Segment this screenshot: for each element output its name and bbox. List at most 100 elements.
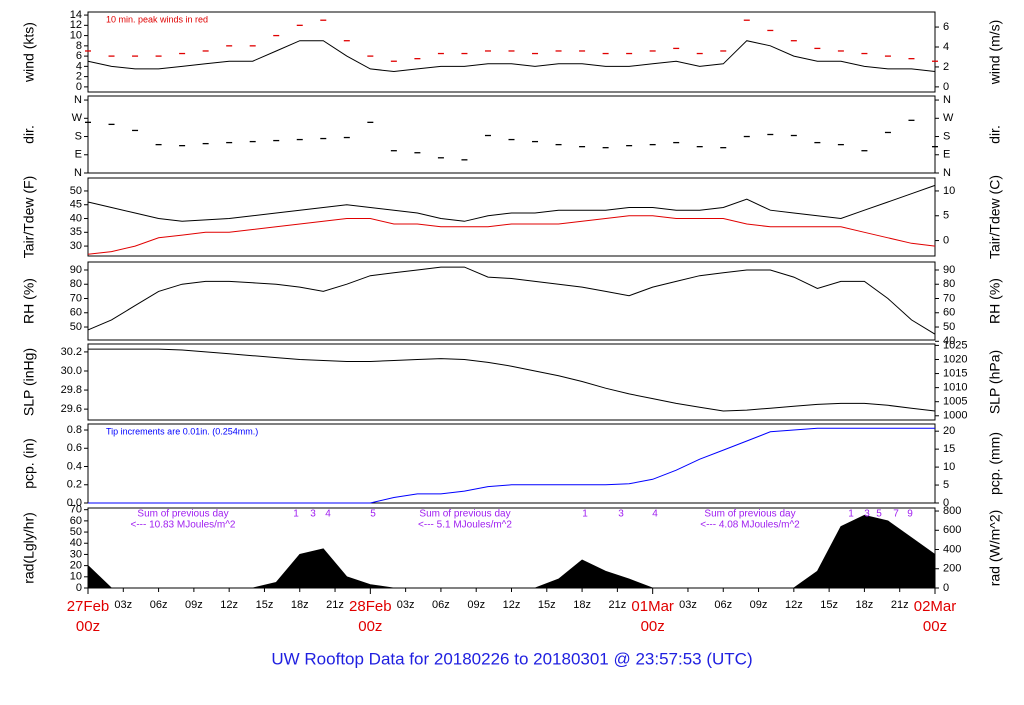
y-tick-label: 40	[70, 212, 82, 224]
annotation: Tip increments are 0.01in. (0.254mm.)	[106, 426, 258, 436]
y2-tick-label: N	[943, 167, 951, 179]
hour-marker: 3	[310, 509, 316, 520]
y2-tick-label: 1015	[943, 367, 967, 379]
y-tick-label: 0.0	[67, 497, 82, 509]
annotation: 10 min. peak winds in red	[106, 14, 208, 24]
panel-frame	[87, 423, 936, 504]
line	[88, 348, 936, 412]
y-tick-label: 0.8	[67, 424, 82, 436]
y2-tick-label: 1020	[943, 353, 967, 365]
y-tick-label: 60	[70, 515, 82, 527]
panel-frame	[87, 177, 936, 257]
hour-marker: 3	[864, 509, 870, 520]
y-tick-label: 45	[70, 199, 82, 211]
y2-axis-label: rad (W/m^2)	[987, 510, 1003, 587]
x-tick-label: 18z	[856, 599, 874, 611]
x-tick-label: 12z	[785, 599, 803, 611]
y2-tick-label: 40	[943, 335, 955, 347]
hour-marker: 5	[876, 509, 882, 520]
y-tick-label: 50	[70, 185, 82, 197]
y2-tick-label: 800	[943, 505, 961, 517]
hour-marker: 1	[848, 509, 854, 520]
y2-tick-label: 1000	[943, 410, 967, 422]
x-day-label: 27Feb	[67, 598, 110, 615]
x-tick-label: 21z	[609, 599, 627, 611]
x-day-label: 28Feb	[349, 598, 392, 615]
y-axis-label: RH (%)	[21, 278, 37, 324]
y2-tick-label: 0	[943, 497, 949, 509]
y2-tick-label: 90	[943, 264, 955, 276]
y-axis-label: Tair/Tdew (F)	[21, 176, 37, 258]
y-tick-label: 40	[70, 537, 82, 549]
y-tick-label: 4	[76, 60, 82, 72]
chart-title: UW Rooftop Data for 20180226 to 20180301…	[271, 649, 752, 668]
x-tick-label: 09z	[750, 599, 768, 611]
hour-marker: 1	[582, 509, 588, 520]
y-axis-label: dir.	[21, 125, 37, 144]
y2-axis-label: pcp. (mm)	[987, 432, 1003, 495]
y-tick-label: 14	[70, 9, 82, 21]
x-day-hour: 00z	[358, 618, 382, 635]
y-tick-label: 6	[76, 50, 82, 62]
y-tick-label: S	[75, 130, 82, 142]
x-tick-label: 18z	[573, 599, 591, 611]
panel-frame	[87, 343, 936, 421]
hour-marker: 4	[652, 509, 658, 520]
y-tick-label: 30	[70, 240, 82, 252]
x-tick-label: 12z	[220, 599, 238, 611]
note: Sum of previous day	[419, 509, 510, 520]
y-axis-label: pcp. (in)	[21, 438, 37, 489]
y2-tick-label: 4	[943, 41, 949, 53]
panel-frame	[87, 261, 936, 341]
y-tick-label: 50	[70, 526, 82, 538]
y2-tick-label: 70	[943, 292, 955, 304]
x-day-hour: 00z	[76, 618, 100, 635]
y2-tick-label: N	[943, 94, 951, 106]
y2-tick-label: 2	[943, 61, 949, 73]
y2-tick-label: 1025	[943, 339, 967, 351]
y2-axis-label: RH (%)	[987, 278, 1003, 324]
y2-tick-label: 0	[943, 582, 949, 594]
y2-tick-label: 1010	[943, 382, 967, 394]
y-tick-label: 0	[76, 582, 82, 594]
y-tick-label: 12	[70, 19, 82, 31]
y-tick-label: 0	[76, 81, 82, 93]
y-tick-label: 60	[70, 307, 82, 319]
y2-tick-label: 5	[943, 479, 949, 491]
x-day-hour: 00z	[923, 618, 947, 635]
y2-tick-label: 6	[943, 21, 949, 33]
y2-axis-label: SLP (hPa)	[987, 350, 1003, 414]
y-tick-label: 80	[70, 278, 82, 290]
y-tick-label: 0.4	[67, 460, 82, 472]
y-tick-label: 30.2	[61, 346, 82, 358]
y2-tick-label: 0	[943, 234, 949, 246]
x-tick-label: 06z	[714, 599, 732, 611]
y-tick-label: 10	[70, 571, 82, 583]
line	[87, 184, 936, 222]
y-tick-label: 20	[70, 560, 82, 572]
x-tick-label: 03z	[679, 599, 697, 611]
y2-tick-label: S	[943, 130, 950, 142]
y-tick-label: N	[74, 167, 82, 179]
panel-frame	[87, 95, 936, 174]
y-tick-label: 8	[76, 40, 82, 52]
y-tick-label: N	[74, 94, 82, 106]
x-day-label: 01Mar	[631, 598, 674, 615]
x-tick-label: 15z	[538, 599, 556, 611]
x-tick-label: 03z	[397, 599, 415, 611]
x-tick-label: 09z	[467, 599, 485, 611]
hour-marker: 3	[618, 509, 624, 520]
y2-tick-label: 400	[943, 543, 961, 555]
hour-marker: 1	[293, 509, 299, 520]
y-tick-label: 2	[76, 71, 82, 83]
y2-axis-label: dir.	[987, 125, 1003, 144]
y-tick-label: 90	[70, 264, 82, 276]
note: <--- 5.1 MJoules/m^2	[418, 520, 512, 531]
y-tick-label: 29.6	[61, 403, 82, 415]
y2-tick-label: 15	[943, 443, 955, 455]
x-tick-label: 06z	[432, 599, 450, 611]
hour-marker: 9	[907, 509, 913, 520]
y-tick-label: 70	[70, 504, 82, 516]
y-tick-label: 29.8	[61, 384, 82, 396]
